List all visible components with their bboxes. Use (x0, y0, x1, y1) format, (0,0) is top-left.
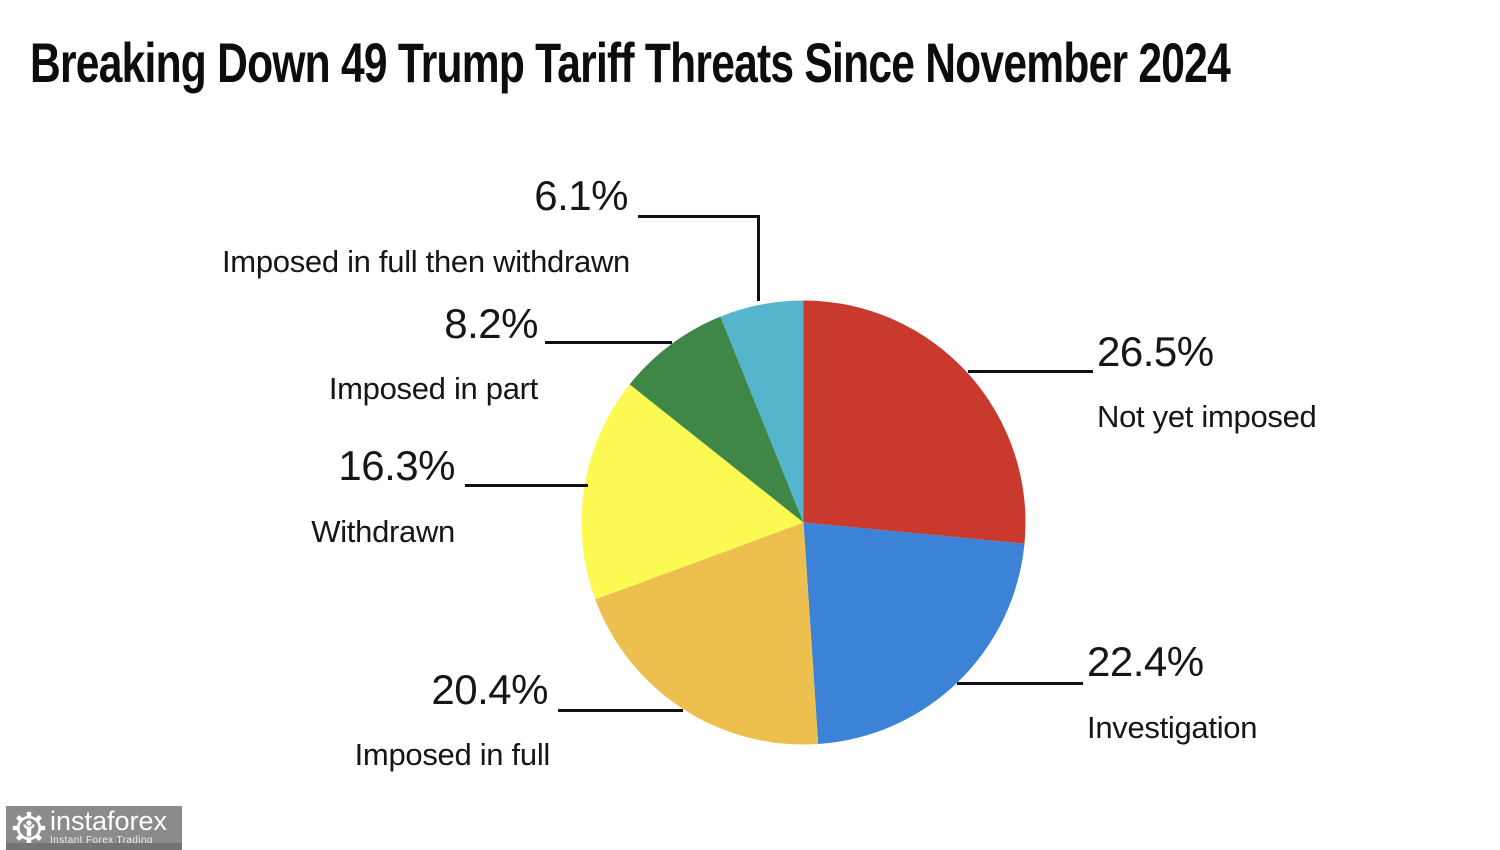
pie-slice-withdrawn (581, 384, 804, 600)
pct-imposed-in-full-then-withdrawn: 6.1% (534, 172, 628, 219)
leader-line-8-2 (545, 341, 672, 344)
pie-svg (581, 300, 1026, 745)
instaforex-watermark: instaforex Instant Forex Trading (6, 806, 182, 850)
leader-line-6-1-horizontal (638, 215, 760, 218)
pct-imposed-in-full: 20.4% (431, 666, 548, 713)
chart-title: Breaking Down 49 Trump Tariff Threats Si… (30, 31, 1231, 94)
pct-investigation: 22.4% (1087, 638, 1204, 685)
label-investigation: Investigation (1087, 710, 1258, 745)
pie-slice-imposed-in-full-then-withdrawn (720, 300, 804, 523)
label-imposed-in-part: Imposed in part (328, 371, 538, 406)
instaforex-tagline: Instant Forex Trading (50, 835, 153, 847)
pct-imposed-in-part: 8.2% (444, 300, 538, 347)
leader-line-6-1-vertical (757, 215, 760, 301)
label-imposed-in-full-then-withdrawn: Imposed in full then withdrawn (221, 244, 630, 279)
label-imposed-in-full: Imposed in full (354, 737, 551, 772)
pct-not-yet-imposed: 26.5% (1097, 328, 1214, 375)
label-not-yet-imposed: Not yet imposed (1097, 399, 1317, 434)
pie-chart (581, 300, 1026, 745)
pct-withdrawn: 16.3% (338, 442, 455, 489)
pie-slice-imposed-in-part (629, 316, 804, 523)
pie-slice-investigation (803, 522, 1025, 745)
pie-slice-imposed-in-full (595, 522, 819, 745)
pie-slice-not-yet-imposed (803, 300, 1026, 544)
gear-person-icon (12, 811, 46, 845)
logo-bottom-strip (6, 843, 182, 850)
leader-line-16-3 (465, 484, 588, 487)
leader-line-20-4 (558, 709, 683, 712)
instaforex-brand-text: instaforex (50, 806, 168, 836)
leader-line-26-5 (968, 370, 1093, 373)
leader-line-22-4 (957, 682, 1083, 685)
label-withdrawn: Withdrawn (311, 514, 455, 549)
